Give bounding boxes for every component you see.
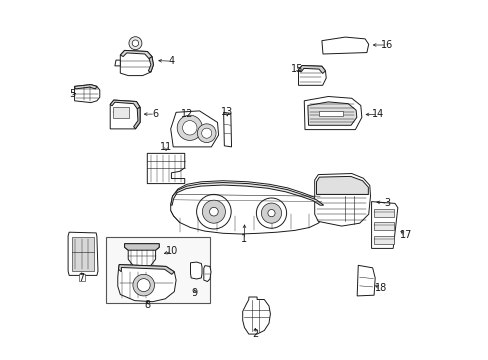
Circle shape [202,200,225,223]
Text: 2: 2 [252,329,258,339]
Polygon shape [304,96,361,130]
Text: 6: 6 [152,109,158,119]
Polygon shape [316,176,367,194]
Polygon shape [110,100,140,109]
Bar [373,222,393,230]
Text: 5: 5 [69,89,75,99]
Polygon shape [321,37,368,54]
Polygon shape [115,60,120,66]
Polygon shape [298,66,325,85]
Circle shape [196,194,231,229]
Text: 9: 9 [191,288,198,298]
Polygon shape [75,85,100,103]
Polygon shape [170,183,323,205]
Polygon shape [307,102,356,125]
Text: 11: 11 [160,142,172,152]
Polygon shape [124,244,159,250]
Bar [72,237,94,271]
Circle shape [197,124,216,143]
Text: 14: 14 [371,109,383,120]
Polygon shape [147,153,184,184]
Text: 3: 3 [384,198,390,208]
Polygon shape [242,297,270,334]
Polygon shape [75,85,97,89]
Text: 16: 16 [380,40,392,50]
Polygon shape [170,181,325,234]
Polygon shape [110,100,140,129]
Text: 4: 4 [168,56,175,66]
Polygon shape [298,66,325,73]
Bar [113,107,129,118]
Polygon shape [118,265,176,302]
Bar [373,236,393,244]
Circle shape [267,210,275,217]
Circle shape [201,128,211,138]
Circle shape [137,279,150,292]
Polygon shape [371,202,397,248]
Circle shape [133,274,154,296]
Text: 18: 18 [374,283,386,293]
Polygon shape [190,262,202,279]
Polygon shape [148,57,153,72]
Circle shape [182,121,197,135]
Circle shape [261,203,281,223]
Circle shape [209,207,218,216]
Text: 8: 8 [144,300,150,310]
Polygon shape [133,107,140,129]
Polygon shape [68,232,98,275]
Bar [79,274,84,281]
Circle shape [132,40,139,46]
Polygon shape [170,111,218,147]
Circle shape [129,37,142,50]
Text: 13: 13 [221,107,233,117]
Bar [319,111,342,116]
Polygon shape [118,265,174,274]
Text: 1: 1 [241,234,247,244]
Text: 15: 15 [290,64,302,74]
Polygon shape [223,112,231,147]
Circle shape [177,115,202,140]
Text: 10: 10 [165,246,178,256]
Polygon shape [120,50,153,76]
Polygon shape [124,244,159,268]
Polygon shape [314,174,370,226]
Text: 7: 7 [79,273,85,283]
Circle shape [256,198,286,228]
Polygon shape [203,266,211,282]
Polygon shape [120,50,152,59]
Text: 12: 12 [181,109,193,120]
Bar [373,209,393,217]
Bar [106,237,210,303]
Text: 17: 17 [399,230,411,240]
Polygon shape [356,265,374,296]
